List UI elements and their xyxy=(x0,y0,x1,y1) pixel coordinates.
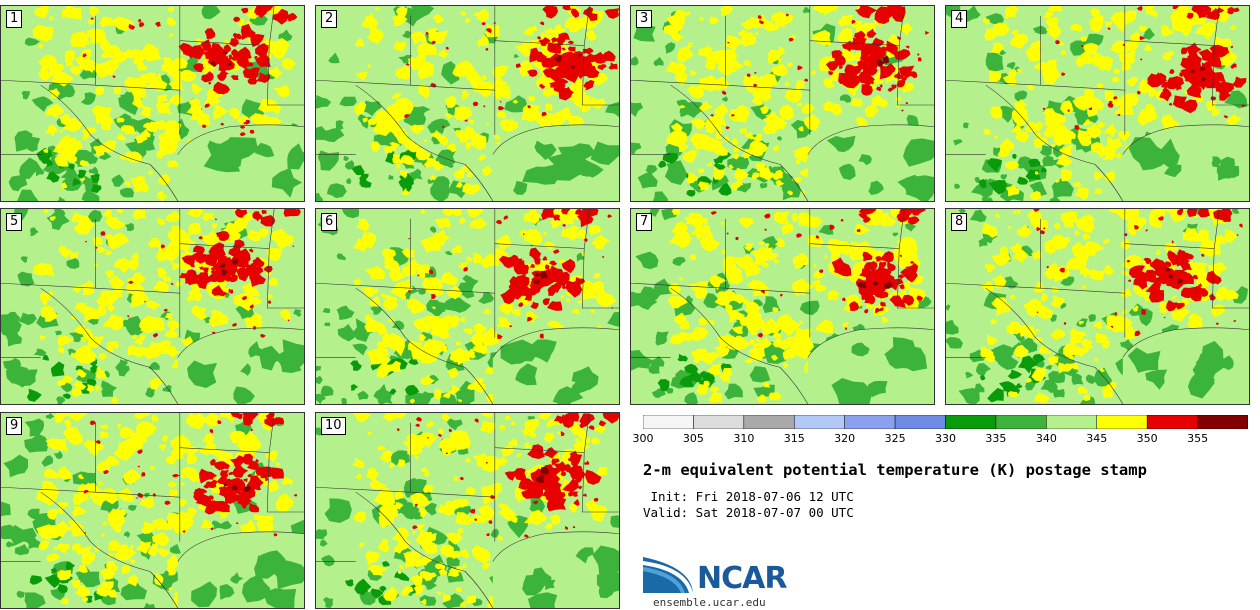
panel-member-label: 1 xyxy=(6,10,23,28)
colorbar-tick-label: 330 xyxy=(935,432,956,445)
logo-url: ensemble.ucar.edu xyxy=(653,596,766,609)
theta-e-map xyxy=(316,6,619,201)
colorbar-tick-label: 310 xyxy=(733,432,755,445)
panel-member-label: 3 xyxy=(636,10,653,28)
postage-stamp-panel: 3 xyxy=(630,5,935,202)
postage-stamp-panel: 1 xyxy=(0,5,305,202)
colorbar-segment xyxy=(995,415,1047,429)
colorbar-segment xyxy=(693,415,745,429)
postage-stamp-panel: 4 xyxy=(945,5,1250,202)
panel-member-label: 6 xyxy=(321,213,338,231)
colorbar-tick-label: 335 xyxy=(985,432,1007,445)
colorbar-segment xyxy=(1197,415,1248,429)
figure-title: 2-m equivalent potential temperature (K)… xyxy=(643,461,1147,479)
colorbar-tick-label: 315 xyxy=(783,432,805,445)
valid-time: Valid: Sat 2018-07-07 00 UTC xyxy=(643,505,854,520)
colorbar-segment xyxy=(794,415,845,429)
colorbar-segment xyxy=(844,415,896,429)
theta-e-map xyxy=(316,413,619,608)
panel-member-label: 8 xyxy=(951,213,968,231)
colorbar-segment xyxy=(1046,415,1097,429)
ncar-logo-text: NCAR xyxy=(697,561,787,596)
colorbar-tick-label: 345 xyxy=(1086,432,1108,445)
colorbar-segment xyxy=(1096,415,1148,429)
colorbar-tick-label: 320 xyxy=(834,432,856,445)
colorbar-segment xyxy=(1146,415,1198,429)
theta-e-map xyxy=(946,209,1249,404)
colorbar-tick-label: 355 xyxy=(1187,432,1209,445)
colorbar-tick-label: 325 xyxy=(884,432,906,445)
theta-e-map xyxy=(316,209,619,404)
colorbar-tick-label: 300 xyxy=(632,432,654,445)
theta-e-map xyxy=(1,209,304,404)
colorbar-tick-labels: 300 305 310 315 320 325 330 335 340 345 350 355 xyxy=(633,432,1248,446)
ncar-logo-icon xyxy=(643,557,693,593)
panel-member-label: 7 xyxy=(636,213,653,231)
colorbar-segment xyxy=(743,415,795,429)
postage-stamp-panel: 7 xyxy=(630,208,935,405)
panel-member-label: 10 xyxy=(321,417,346,435)
postage-stamp-panel: 6 xyxy=(315,208,620,405)
postage-stamp-panel: 9 xyxy=(0,412,305,609)
colorbar-tick-label: 340 xyxy=(1035,432,1057,445)
theta-e-map xyxy=(946,6,1249,201)
postage-stamp-panel: 5 xyxy=(0,208,305,405)
panel-member-label: 4 xyxy=(951,10,968,28)
colorbar-tick-label: 350 xyxy=(1136,432,1158,445)
theta-e-map xyxy=(631,6,934,201)
postage-stamp-panel: 10 xyxy=(315,412,620,609)
init-time: Init: Fri 2018-07-06 12 UTC xyxy=(643,489,854,504)
panel-member-label: 9 xyxy=(6,417,23,435)
theta-e-map xyxy=(1,6,304,201)
colorbar-segment xyxy=(945,415,997,429)
colorbar-segment xyxy=(894,415,946,429)
panel-member-label: 5 xyxy=(6,213,23,231)
colorbar xyxy=(643,415,1248,429)
theta-e-map xyxy=(631,209,934,404)
colorbar-segment xyxy=(643,415,694,429)
postage-stamp-panel: 8 xyxy=(945,208,1250,405)
panel-member-label: 2 xyxy=(321,10,338,28)
theta-e-map xyxy=(1,413,304,608)
colorbar-tick-label: 305 xyxy=(682,432,704,445)
postage-stamp-panel: 2 xyxy=(315,5,620,202)
